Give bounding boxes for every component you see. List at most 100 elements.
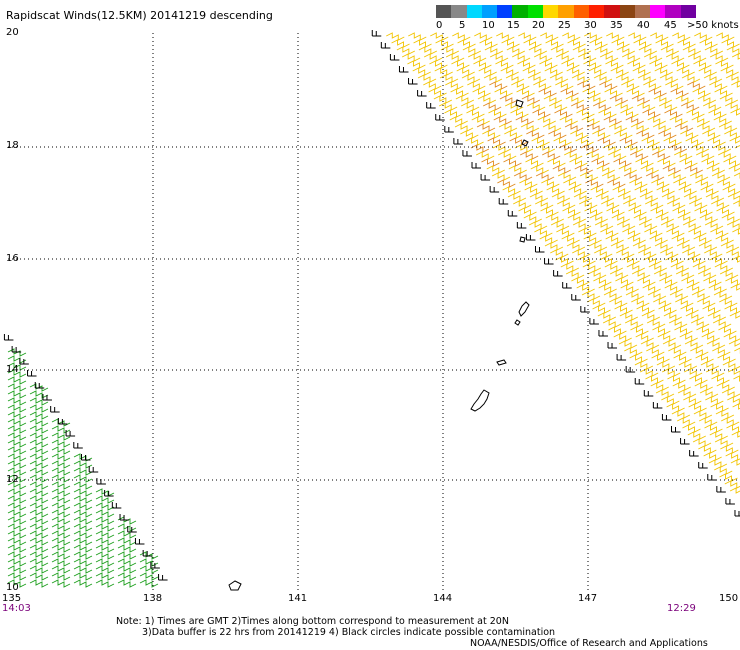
wind-barb bbox=[117, 544, 137, 553]
wind-barb bbox=[702, 130, 721, 139]
wind-barb bbox=[408, 32, 427, 41]
wind-barb bbox=[673, 151, 693, 160]
wind-barb bbox=[651, 179, 670, 188]
wind-barb bbox=[428, 88, 447, 97]
wind-barb bbox=[467, 53, 487, 62]
wind-barb bbox=[483, 74, 503, 83]
legend-label-20: 20 bbox=[532, 20, 545, 31]
wind-barb bbox=[562, 207, 581, 216]
wind-barb bbox=[95, 544, 115, 553]
edge-barb bbox=[50, 406, 60, 413]
wind-barb bbox=[535, 200, 554, 209]
wind-barb bbox=[51, 551, 71, 560]
wind-barb bbox=[690, 347, 709, 356]
wind-barb bbox=[719, 298, 738, 307]
wind-barb bbox=[631, 95, 651, 104]
wind-barb bbox=[51, 537, 71, 546]
wind-barb bbox=[557, 172, 577, 181]
legend-swatch bbox=[512, 5, 528, 18]
wind-barb bbox=[648, 263, 668, 272]
wind-barb bbox=[557, 200, 576, 209]
wind-barb bbox=[29, 467, 49, 476]
wind-barb bbox=[499, 95, 519, 104]
legend-swatch bbox=[527, 5, 544, 18]
legend-swatch bbox=[558, 5, 574, 18]
wind-barb bbox=[733, 375, 740, 382]
wind-barb bbox=[596, 165, 615, 174]
wind-barb bbox=[704, 46, 724, 55]
wind-barb bbox=[698, 242, 718, 251]
wind-barb bbox=[640, 165, 659, 174]
wind-barb bbox=[629, 354, 648, 363]
wind-barb bbox=[609, 95, 629, 104]
wind-barb bbox=[643, 81, 662, 90]
wind-barb bbox=[663, 312, 683, 321]
wind-barb bbox=[733, 200, 740, 207]
wind-barb bbox=[496, 32, 515, 41]
wind-barb bbox=[651, 354, 670, 363]
wind-barb bbox=[692, 263, 712, 272]
wind-barb bbox=[598, 284, 617, 293]
wind-barb bbox=[610, 67, 629, 76]
wind-barb bbox=[7, 551, 27, 560]
wind-barb bbox=[646, 319, 666, 328]
wind-barb bbox=[580, 144, 600, 153]
lat-lon-grid bbox=[8, 33, 740, 590]
wind-barb bbox=[73, 495, 93, 504]
wind-barb bbox=[606, 32, 625, 41]
wind-barb bbox=[589, 39, 608, 48]
wind-barb bbox=[51, 530, 71, 539]
wind-barb bbox=[641, 312, 661, 321]
wind-barb bbox=[599, 256, 618, 265]
wind-barb bbox=[565, 95, 585, 104]
time-label-end: 12:29 bbox=[667, 603, 696, 614]
wind-barb bbox=[624, 347, 643, 356]
wind-barb bbox=[683, 368, 703, 377]
guam-outline bbox=[470, 389, 490, 412]
legend-swatch bbox=[481, 5, 498, 18]
wind-barb bbox=[506, 46, 526, 55]
wind-barb bbox=[660, 249, 679, 258]
legend-swatch bbox=[634, 5, 651, 18]
wind-barb bbox=[672, 32, 691, 41]
wind-barb bbox=[51, 481, 71, 490]
edge-barb bbox=[96, 478, 106, 485]
legend-label-25: 25 bbox=[558, 20, 571, 31]
wind-barb bbox=[95, 523, 115, 532]
wind-barb bbox=[700, 361, 720, 370]
wind-barb bbox=[513, 172, 533, 181]
wind-barb bbox=[683, 193, 703, 202]
wind-barb bbox=[683, 396, 702, 405]
wind-barb bbox=[731, 53, 740, 60]
wind-barb bbox=[682, 424, 701, 433]
wind-barb bbox=[689, 172, 709, 181]
wind-barb bbox=[51, 439, 71, 448]
wind-barb bbox=[712, 319, 732, 328]
wind-barb bbox=[51, 418, 71, 427]
wind-barb bbox=[29, 495, 49, 504]
edge-barb bbox=[371, 30, 382, 37]
wind-barb bbox=[51, 565, 71, 574]
wind-barb bbox=[716, 32, 735, 41]
wind-barb bbox=[645, 172, 665, 181]
wind-barb bbox=[51, 432, 71, 441]
wind-barb bbox=[672, 207, 691, 216]
wind-barb bbox=[587, 270, 607, 279]
wind-barb bbox=[541, 179, 560, 188]
notes: Note: 1) Times are GMT 2)Times along bot… bbox=[116, 616, 555, 638]
wind-barb bbox=[684, 165, 703, 174]
wind-barb bbox=[548, 130, 567, 139]
wind-barb bbox=[29, 509, 49, 518]
wind-barb bbox=[460, 102, 480, 111]
wind-barb bbox=[709, 81, 728, 90]
islet-outline-3 bbox=[519, 236, 526, 243]
wind-barb bbox=[625, 116, 644, 125]
wind-barb bbox=[547, 158, 566, 167]
wind-barb bbox=[514, 144, 534, 153]
wind-barb bbox=[29, 474, 49, 483]
wind-barb bbox=[715, 410, 735, 419]
wind-barb bbox=[417, 74, 437, 83]
wind-barb bbox=[603, 116, 622, 125]
legend-swatch bbox=[497, 5, 513, 18]
credit-line: NOAA/NESDIS/Office of Research and Appli… bbox=[470, 638, 708, 649]
